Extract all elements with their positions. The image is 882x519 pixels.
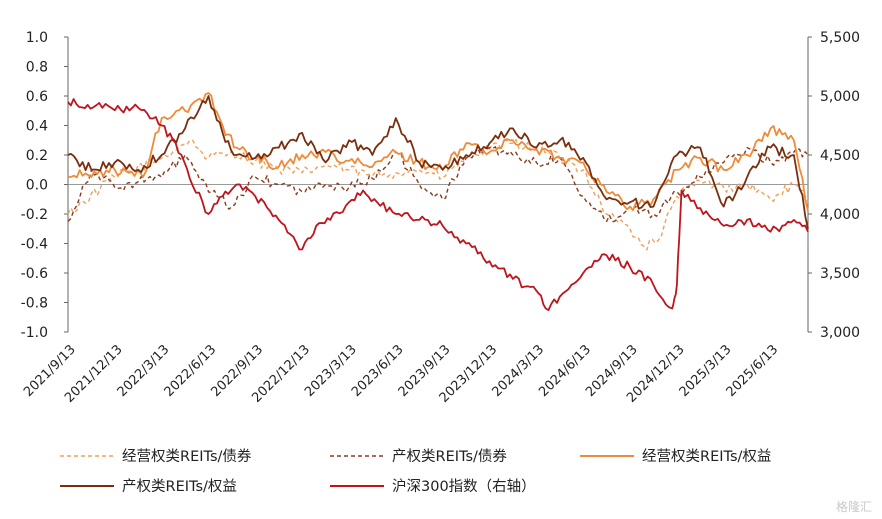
right-axis: 5,500 5,000 4,500 4,000 3,500 3,000 — [807, 30, 860, 341]
legend-label: 经营权类REITs/权益 — [642, 449, 772, 465]
series-line-3 — [67, 95, 809, 229]
series-layer — [67, 92, 809, 311]
series-line-1 — [67, 146, 809, 223]
legend-swatch — [60, 484, 114, 487]
left-tick-label: 0.6 — [26, 89, 48, 105]
left-tick-label: -0.4 — [21, 237, 48, 253]
right-tick-label: 4,500 — [820, 148, 860, 164]
legend-item: 产权类REITs/权益 — [60, 475, 237, 496]
right-tick-label: 4,000 — [820, 207, 860, 223]
legend-item: 经营权类REITs/债券 — [60, 445, 251, 466]
left-tick-label: 0.2 — [26, 148, 48, 164]
series-line-2 — [67, 92, 809, 212]
left-tick-label: 1.0 — [26, 30, 48, 46]
legend-item: 产权类REITs/债券 — [330, 445, 507, 466]
legend-item: 沪深300指数（右轴） — [330, 475, 536, 496]
left-tick-label: -1.0 — [21, 325, 48, 341]
right-tick-label: 5,500 — [820, 30, 860, 46]
legend: 经营权类REITs/债券 产权类REITs/债券 经营权类REITs/权益产权类RE… — [60, 445, 870, 505]
legend-label: 经营权类REITs/债券 — [122, 449, 252, 465]
legend-swatch — [330, 454, 384, 457]
left-tick-label: -0.6 — [21, 266, 48, 282]
series-line-0 — [67, 138, 809, 251]
right-tick-label: 3,500 — [820, 266, 860, 282]
legend-swatch — [60, 454, 114, 457]
legend-label: 产权类REITs/债券 — [392, 449, 507, 465]
legend-label: 产权类REITs/权益 — [122, 479, 237, 495]
legend-swatch — [580, 454, 634, 457]
left-axis: 1.0 0.8 0.6 0.4 0.2 0.0 -0.2 -0.4 -0.6 -0.8 -1.0 — [21, 30, 69, 341]
left-tick-label: 0.0 — [26, 178, 48, 194]
right-tick-label: 5,000 — [820, 89, 860, 105]
left-tick-label: -0.2 — [21, 207, 48, 223]
legend-swatch — [330, 484, 384, 487]
right-tick-label: 3,000 — [820, 325, 860, 341]
legend-item: 经营权类REITs/权益 — [580, 445, 771, 466]
chart: 1.0 0.8 0.6 0.4 0.2 0.0 -0.2 -0.4 -0.6 -0.8 -1.0 5… — [21, 30, 860, 406]
left-tick-label: -0.8 — [21, 296, 48, 312]
x-axis: 2021/9/132021/12/132022/3/132022/6/13202… — [21, 342, 781, 406]
left-tick-label: 0.8 — [26, 60, 48, 76]
legend-label: 沪深300指数（右轴） — [392, 479, 536, 495]
left-tick-label: 0.4 — [26, 119, 48, 135]
series-line-4 — [67, 98, 809, 311]
watermark: 格隆汇 — [835, 500, 872, 514]
